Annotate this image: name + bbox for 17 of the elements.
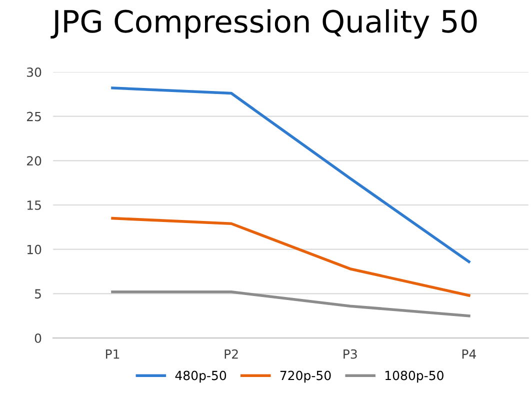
y-tick-label: 10 [27, 244, 42, 254]
y-tick-label: 15 [27, 200, 41, 210]
x-tick-label: P1 [106, 349, 120, 359]
legend-label: 1080p-50 [385, 370, 444, 383]
y-tick-label: 5 [35, 289, 41, 299]
chart-title: JPG Compression Quality 50 [50, 9, 477, 39]
y-tick-label: 30 [27, 67, 42, 77]
x-tick-label: P3 [344, 349, 357, 359]
line-series [111, 216, 470, 297]
y-tick-label: 20 [27, 156, 42, 166]
y-tick-label: 25 [27, 112, 41, 122]
line-series [111, 86, 470, 264]
y-tick-label: 0 [34, 333, 42, 343]
x-tick-label: P4 [462, 349, 476, 359]
legend-label: 480p-50 [175, 370, 226, 383]
x-tick-label: P2 [224, 349, 238, 359]
legend-label: 720p-50 [280, 370, 331, 383]
